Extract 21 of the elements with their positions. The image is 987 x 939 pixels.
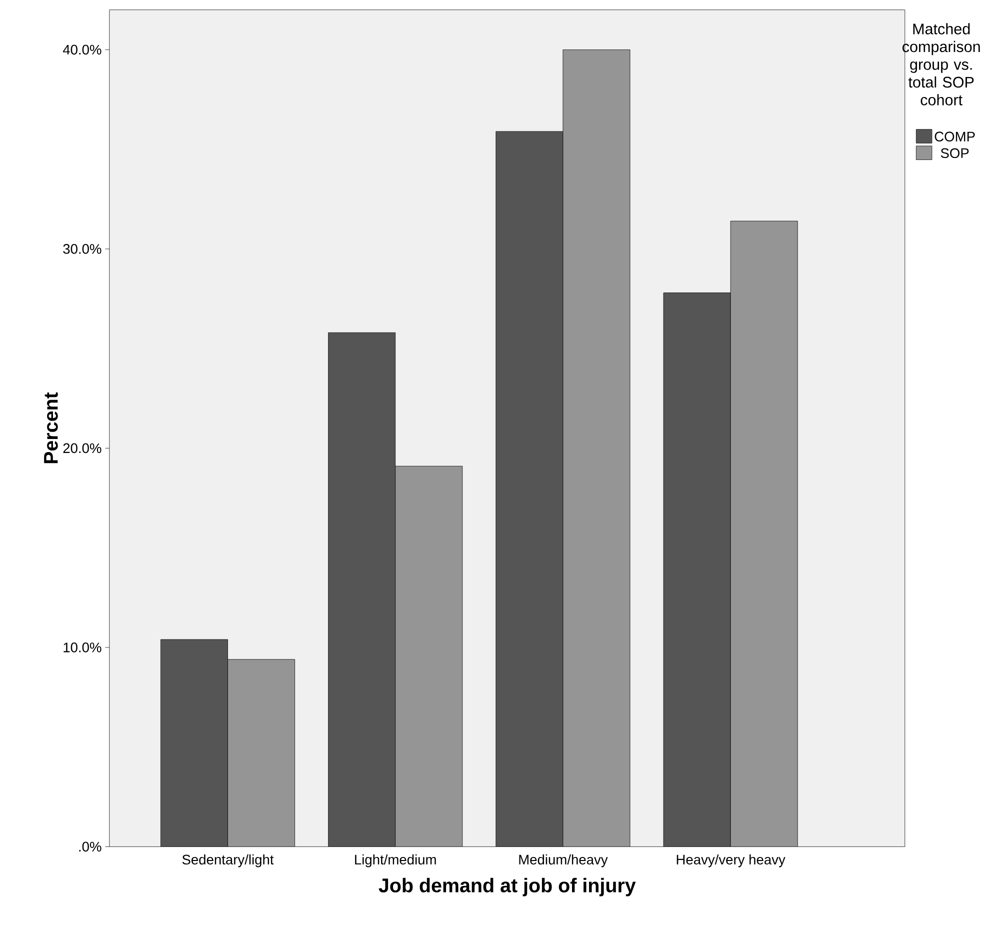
- x-tick-label: Heavy/very heavy: [676, 854, 786, 868]
- bar: [395, 466, 462, 847]
- y-axis-title: Percent: [44, 392, 58, 463]
- bar: [496, 131, 563, 847]
- x-tick-label: Medium/heavy: [519, 854, 608, 868]
- y-tick-label: 30.0%: [63, 244, 102, 254]
- bar: [663, 292, 731, 847]
- legend-label: SOP: [940, 148, 969, 158]
- x-tick-label: Sedentary/light: [182, 854, 274, 868]
- bar: [328, 332, 396, 847]
- legend-label: COMP: [934, 132, 975, 142]
- y-tick-label: .0%: [79, 842, 102, 852]
- bar: [730, 220, 798, 847]
- y-tick-label: 40.0%: [62, 44, 102, 54]
- bar: [228, 659, 295, 847]
- y-tick-label: 10.0%: [64, 642, 102, 652]
- x-tick-label: Light/medium: [355, 854, 436, 868]
- bar: [562, 50, 630, 847]
- y-tick-label: 20.0%: [63, 443, 102, 453]
- bar: [160, 639, 228, 847]
- x-axis-title: Job demand at job of injury: [378, 878, 636, 896]
